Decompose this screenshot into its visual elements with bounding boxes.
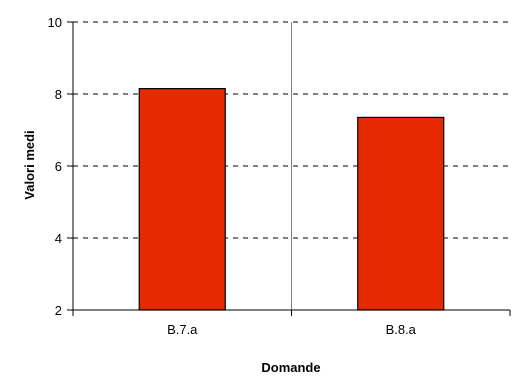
y-axis-title: Valori medi xyxy=(22,130,37,199)
gridlines xyxy=(73,21,510,310)
y-tick-label-4: 10 xyxy=(48,15,62,30)
y-tick-label-2: 6 xyxy=(55,159,62,174)
y-tick-label-0: 2 xyxy=(55,303,62,318)
y-tick-label-3: 8 xyxy=(55,87,62,102)
x-tick-label-B.7.a: B.7.a xyxy=(167,322,198,337)
tick-labels: 2 4 6 8 10 B.7.a B.8.a xyxy=(48,15,417,337)
bar-B.7.a xyxy=(138,87,226,311)
x-tick-label-B.8.a: B.8.a xyxy=(386,322,417,337)
bars xyxy=(138,87,445,311)
axes xyxy=(67,21,511,316)
bar-B.8.a xyxy=(357,116,445,311)
x-axis-title: Domande xyxy=(261,360,320,375)
y-tick-label-1: 4 xyxy=(55,231,62,246)
